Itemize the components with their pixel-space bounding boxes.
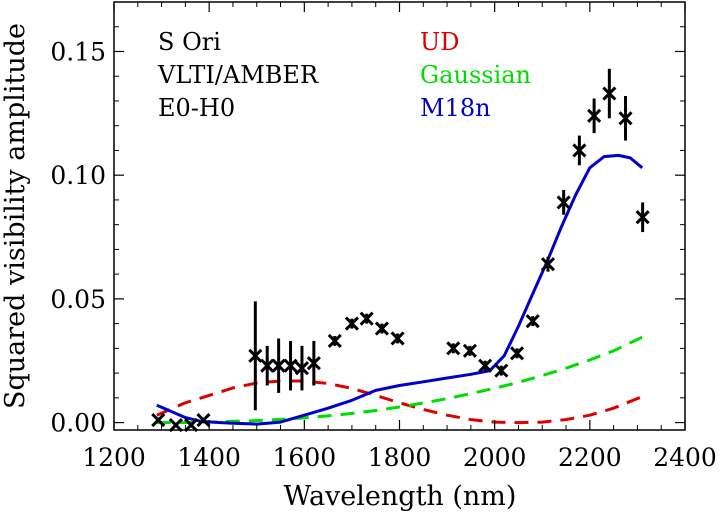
y-tick-label: 0.10 [50,161,106,190]
data-point [196,413,211,428]
y-axis-title: Squared visibility amplitude [0,23,31,409]
data-point [374,321,389,336]
x-marker-stroke [248,348,263,363]
x-marker-stroke [618,111,633,126]
y-tick-label: 0.15 [50,37,106,66]
legend-gaussian: Gaussian [420,61,531,89]
y-axis: 0.00 0.05 0.10 0.15 [50,26,685,438]
x-marker-stroke [374,321,389,336]
data-point [248,301,263,411]
x-marker-stroke [462,343,477,358]
data-point [271,338,286,393]
x-marker-stroke [283,358,298,373]
x-marker-stroke [446,341,461,356]
data-point [556,190,571,215]
series-line-ud [156,379,643,425]
data-point [618,96,633,141]
x-marker-stroke [509,346,525,361]
data-point [540,256,556,272]
data-point [602,68,617,119]
x-marker-stroke [168,417,183,433]
x-tick-label: 2200 [558,443,622,472]
x-axis-title: Wavelength (nm) [284,481,517,512]
x-tick-label: 1200 [82,443,146,472]
x-marker-stroke [635,210,650,225]
x-marker-stroke [556,195,571,210]
x-marker-stroke [271,358,286,373]
annotation-instrument: VLTI/AMBER [157,61,319,89]
data-point [587,98,602,134]
data-point [509,346,525,361]
data-point [446,341,461,356]
legend-ud: UD [420,28,459,56]
x-marker-stroke [359,311,374,326]
x-marker-stroke [344,316,359,331]
series-line-gaussian [156,335,643,425]
x-marker-stroke [390,331,405,346]
data-point [572,135,587,166]
x-marker-stroke [494,363,509,378]
x-tick-label: 2000 [463,443,527,472]
data-points [151,68,650,433]
annotation-target: S Ori [158,28,221,56]
x-marker-stroke [151,413,166,428]
x-marker-stroke [196,413,211,428]
data-point [184,417,199,433]
x-tick-label: 2400 [653,443,717,472]
x-marker-stroke [478,358,493,373]
data-point [462,343,477,358]
data-point [168,417,183,433]
data-point [390,331,405,346]
x-marker-stroke [587,108,602,123]
data-point [294,345,310,391]
data-point [151,413,166,428]
annotation-baseline: E0-H0 [158,94,235,122]
data-point [327,333,342,348]
x-tick-label: 1400 [177,443,241,472]
x-marker-stroke [294,361,310,376]
data-point [478,358,493,373]
x-marker-stroke [327,333,342,348]
data-point [525,314,540,329]
x-marker-stroke [540,257,556,272]
x-marker-stroke [572,143,587,158]
legend-m18n: M18n [420,94,491,122]
data-point [635,202,650,233]
data-point [283,340,298,391]
series-line-m18n [156,153,644,426]
data-point [359,311,374,326]
y-tick-label: 0.05 [50,285,106,314]
data-point [494,363,509,378]
x-marker-stroke [602,86,617,101]
data-point [306,340,321,386]
x-marker-stroke [306,356,321,371]
x-tick-label: 1800 [368,443,432,472]
data-point [344,316,359,331]
x-marker-stroke [184,417,199,433]
x-marker-stroke [525,314,540,329]
x-tick-label: 1600 [273,443,337,472]
x-axis: 1200 1400 1600 1800 2000 2200 2400 [82,2,717,472]
series-layer [156,153,644,426]
y-tick-label: 0.00 [50,409,106,438]
data-point [260,345,275,386]
x-marker-stroke [260,358,275,373]
